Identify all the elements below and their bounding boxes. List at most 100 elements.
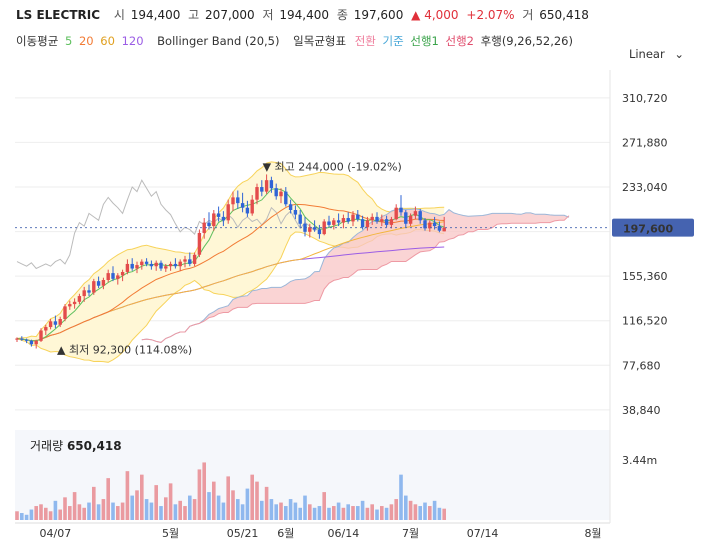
candle-body — [140, 261, 144, 266]
volume-bar — [332, 506, 336, 520]
volume-bar — [39, 504, 43, 520]
candle-body — [135, 265, 139, 269]
candle-body — [34, 340, 38, 345]
volume-bar — [63, 497, 67, 520]
bollinger-fill — [17, 161, 445, 363]
volume-bar — [226, 476, 230, 520]
volume-bar — [53, 500, 58, 520]
volume-bar — [279, 502, 283, 520]
price-header: LS ELECTRIC 시 194,400 고 207,000 저 194,40… — [16, 6, 593, 23]
candle-body — [264, 180, 269, 192]
volume-bar — [255, 481, 259, 520]
open-label: 시 — [113, 8, 125, 22]
candle-body — [212, 213, 216, 227]
volume-bar — [178, 500, 182, 520]
candle-body — [130, 263, 134, 269]
volume-bar — [298, 507, 302, 520]
candle-body — [408, 215, 413, 224]
y-tick-label: 271,880 — [622, 136, 668, 149]
candle-body — [53, 321, 58, 325]
candle-body — [197, 232, 202, 255]
volume-bar — [111, 502, 115, 520]
candle-body — [96, 281, 101, 286]
candle-body — [351, 214, 355, 222]
volume-bar — [154, 485, 158, 520]
volume-bar — [284, 506, 288, 520]
volume-bar — [356, 506, 360, 520]
volume-bar — [418, 506, 422, 520]
volume-bar — [183, 506, 187, 520]
candle-body — [341, 218, 346, 223]
candle-body — [87, 290, 91, 293]
low-annotation: ▲ 최저 92,300 (114.08%) — [57, 344, 192, 357]
candle-body — [202, 222, 206, 233]
candle-body — [317, 229, 322, 235]
last-price-tag — [612, 218, 694, 237]
bollinger-label[interactable]: Bollinger Band (20,5) — [157, 34, 280, 48]
scale-mode-dropdown[interactable]: Linear ⌄ — [629, 47, 684, 61]
candle-body — [437, 226, 442, 231]
volume-bar — [240, 504, 245, 520]
volume-bar — [207, 492, 211, 520]
volume-bar — [125, 471, 130, 520]
candle-body — [226, 204, 230, 221]
volume-bar — [116, 506, 120, 520]
volume-bar — [72, 492, 77, 520]
candle-body — [288, 204, 293, 210]
volume-bar — [106, 478, 110, 520]
ichimoku-span1 — [141, 208, 570, 343]
volume-bar — [399, 474, 403, 520]
ichimoku-label[interactable]: 일목균형표 — [293, 34, 347, 48]
volume-bar — [130, 495, 134, 520]
volume-bar — [365, 507, 370, 520]
candle-body — [375, 216, 379, 222]
volume-bar — [336, 502, 341, 520]
candle-body — [68, 304, 72, 307]
candle-body — [231, 197, 235, 205]
candle-body — [380, 219, 384, 222]
candle-body — [308, 227, 312, 232]
volume-bar — [135, 490, 139, 520]
candle-body — [432, 222, 437, 227]
candle-body — [370, 216, 374, 221]
x-tick-label: 6월 — [277, 527, 294, 540]
candle-body — [159, 262, 163, 269]
span2-label: 선행2 — [445, 34, 474, 48]
candle-body — [327, 221, 331, 225]
candle-body — [346, 218, 350, 222]
volume-bar — [120, 502, 125, 520]
candle-body — [48, 321, 53, 328]
candle-body — [274, 188, 278, 197]
volume-bar — [413, 504, 418, 520]
ma20-label: 20 — [78, 34, 94, 48]
volume-bar — [34, 506, 38, 520]
candle-body — [120, 271, 125, 276]
candle-body — [404, 212, 408, 224]
volume-bar — [408, 500, 413, 520]
stock-name[interactable]: LS ELECTRIC — [16, 8, 101, 22]
volume-bar — [173, 504, 178, 520]
volume-bar — [149, 502, 154, 520]
volume-bar — [188, 495, 192, 520]
volume-bar — [140, 474, 144, 520]
volume-bar — [274, 504, 278, 520]
candle-body — [413, 211, 418, 216]
volume-bar — [212, 481, 216, 520]
candle-body — [356, 214, 360, 220]
close-label: 종 — [336, 8, 348, 22]
candle-body — [298, 214, 302, 224]
volume-bar — [404, 495, 408, 520]
volume-bar — [394, 499, 398, 520]
candle-body — [384, 219, 389, 225]
volume-title-value: 650,418 — [66, 439, 122, 453]
ma-label[interactable]: 이동평균 — [16, 34, 59, 48]
volume-bar — [293, 502, 298, 520]
x-tick-label: 07/14 — [467, 527, 499, 540]
candle-body — [236, 197, 240, 204]
candle-body — [221, 216, 226, 221]
candle-body — [77, 296, 82, 302]
lagging-label: 후행(9,26,52,26) — [480, 34, 573, 48]
volume-bar — [269, 499, 274, 520]
candle-body — [394, 207, 398, 220]
